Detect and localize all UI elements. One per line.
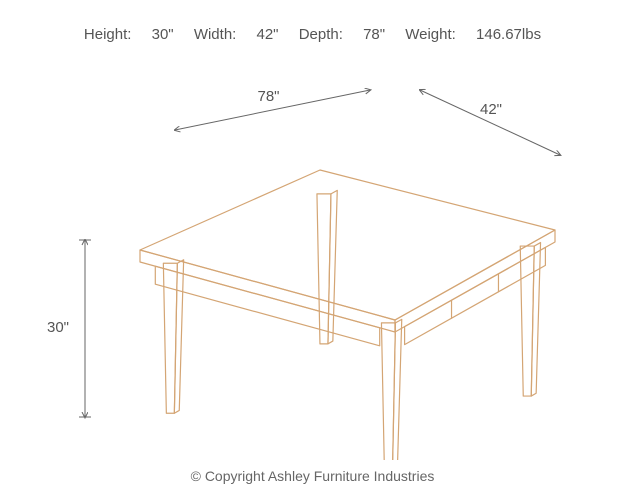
spec-depth-label: Depth: [299, 26, 343, 43]
dim-label-width: 42" [480, 101, 502, 118]
spec-depth-value: 78" [363, 26, 385, 43]
spec-weight-value: 146.67lbs [476, 26, 541, 43]
spec-width-value: 42" [257, 26, 279, 43]
copyright-text: © Copyright Ashley Furniture Industries [0, 468, 625, 484]
spec-weight-label: Weight: [405, 26, 456, 43]
dim-label-depth: 78" [258, 88, 280, 105]
spec-height-label: Height: [84, 26, 132, 43]
spec-height-value: 30" [152, 26, 174, 43]
spec-bar: Height: 30" Width: 42" Depth: 78" Weight… [0, 26, 625, 43]
spec-width-label: Width: [194, 26, 237, 43]
dim-label-height: 30" [47, 319, 69, 336]
table-diagram [0, 60, 625, 460]
